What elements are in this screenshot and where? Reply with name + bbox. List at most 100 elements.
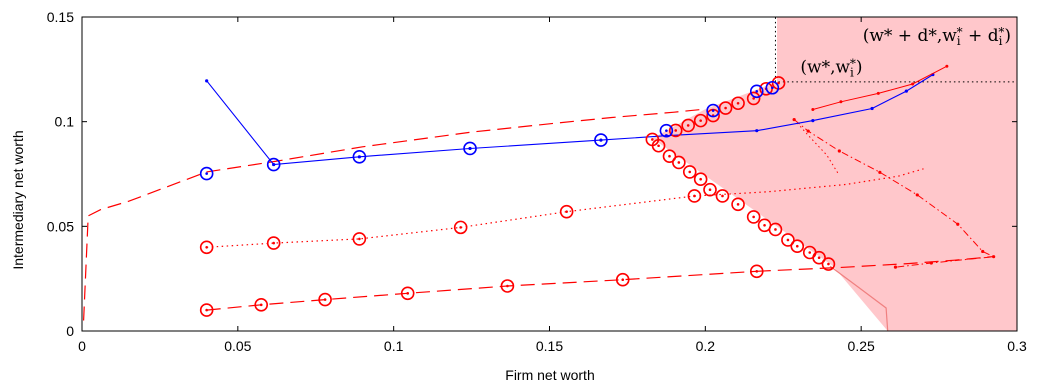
red-upper-marker-dot [736, 101, 740, 105]
red-diagonal-marker-dot [721, 194, 724, 198]
red-dotted-marker [266, 236, 281, 250]
annotation-1: (w*,wi*) [800, 56, 862, 79]
red-diagonal-marker-dot [827, 262, 830, 266]
red-diagonal-marker-dot [774, 228, 777, 231]
blue-path-point [870, 106, 874, 111]
red-diagonal-marker-dot [752, 215, 755, 219]
red-diagonal-marker-dot [668, 154, 671, 158]
blue-marker-dot [711, 109, 715, 112]
red-upper-marker [731, 96, 745, 111]
x-tick-label: 0 [78, 338, 86, 354]
blue-marker-dot [771, 86, 774, 90]
x-tick-label: 0.1 [384, 338, 404, 354]
shaded-region [652, 17, 1017, 331]
y-tick-label: 0.15 [47, 9, 74, 25]
red-bottom-marker [318, 292, 332, 307]
red-dotted-series-line [206, 195, 695, 248]
blue-marker [463, 141, 477, 156]
red-diagonal-marker [812, 250, 826, 265]
red-diagonal-marker-dot [763, 223, 766, 227]
red-diagonal-marker-dot [786, 238, 790, 242]
dashdot-point [956, 222, 960, 226]
red-upper-marker [668, 123, 683, 138]
red-diagonal-marker [703, 182, 717, 197]
annotations: (w*,wi*)(w* + d*,wi* + di*) [800, 25, 1011, 79]
red-dotted-marker-dot [459, 226, 462, 229]
red-diagonal-marker-dot [795, 244, 799, 248]
red-upper-marker-dot [777, 81, 780, 85]
blue-marker [706, 103, 720, 118]
red-diagonal-marker [662, 149, 677, 164]
red-bottom-marker [400, 286, 415, 301]
red-diagonal-marker [682, 165, 697, 179]
red-diagonal-marker-dot [736, 203, 740, 206]
red-bottom-marker [254, 298, 269, 312]
x-tick-label: 0.05 [224, 338, 251, 354]
red-upper-marker [681, 118, 695, 133]
dashdot-point [806, 129, 810, 133]
x-tick-label: 0.15 [536, 338, 563, 354]
red-dotted-marker [687, 189, 702, 203]
blue-path-point [811, 119, 815, 123]
red-diagonal-marker [781, 233, 795, 247]
red-bottom-marker [199, 303, 214, 317]
blue-marker [749, 84, 764, 99]
red-upper-marker [718, 101, 733, 115]
blue-marker [266, 157, 281, 172]
red-bottom-marker-dot [259, 303, 263, 307]
annotation-sup2: * [998, 25, 1004, 39]
red-upper-path-point [839, 100, 843, 104]
red-upper-marker-dot [699, 119, 702, 122]
x-tick-label: 0.3 [1007, 338, 1027, 354]
dashdot-point [893, 265, 898, 269]
red-dotted-marker-dot [272, 241, 275, 245]
red-dashed-bottom-tail [756, 256, 993, 272]
red-dotted-marker [352, 232, 367, 246]
red-upper-marker-dot [724, 106, 727, 110]
annotation-sub: i [850, 65, 854, 79]
red-upper-marker [746, 91, 761, 106]
annotation-2: (w* + d*,wi* + di*) [863, 25, 1011, 48]
red-dotted-marker [453, 220, 468, 235]
chart-marks [83, 17, 1017, 331]
red-upper-marker-dot [686, 124, 690, 127]
annotation-tail2: ) [1004, 26, 1011, 46]
x-tick-label: 0.2 [696, 338, 716, 354]
red-diagonal-marker [715, 189, 730, 203]
red-upper-marker-dot [674, 129, 678, 132]
annotation-tail: ) [856, 57, 863, 77]
red-dotted-link [793, 119, 839, 174]
y-axis-label: Intermediary net worth [10, 130, 26, 269]
blue-marker [352, 150, 367, 164]
annotation-tail: + d [963, 26, 999, 46]
blue-marker [765, 80, 780, 95]
red-bottom-marker-dot [205, 308, 208, 312]
blue-marker [594, 133, 608, 147]
blue-marker-dot [272, 163, 275, 166]
red-bottom-marker-dot [755, 270, 759, 273]
red-diagonal-marker-dot [708, 188, 712, 191]
blue-marker-dot [468, 147, 472, 150]
red-diagonal-marker [651, 138, 666, 153]
annotation-text: (w* + d*,w [863, 26, 958, 46]
dashdot-point [915, 193, 919, 197]
red-diagonal-marker [790, 239, 805, 254]
red-dotted-marker [199, 240, 214, 255]
red-upper-path-point [876, 91, 880, 95]
annotation-sub: i [957, 34, 961, 48]
axes: 0 0.05 0.1 0.15 0.2 0.25 0.3 0 0.05 0.1 0.15 [47, 9, 1027, 354]
red-diagonal-marker [768, 222, 783, 237]
red-diagonal-marker-dot [651, 138, 654, 141]
red-bottom-marker [615, 272, 630, 287]
red-diagonal-marker [731, 197, 745, 212]
red-upper-marker-dot [752, 97, 755, 100]
blue-marker [199, 166, 214, 181]
blue-marker-dot [205, 172, 208, 175]
red-diagonal-marker-dot [817, 256, 821, 260]
annotation-sup: * [850, 56, 856, 70]
red-diagonal-marker-dot [699, 177, 702, 181]
red-dotted-marker-dot [565, 210, 568, 213]
y-tick-label: 0.1 [55, 114, 75, 130]
red-diagonal-marker-dot [688, 170, 692, 174]
